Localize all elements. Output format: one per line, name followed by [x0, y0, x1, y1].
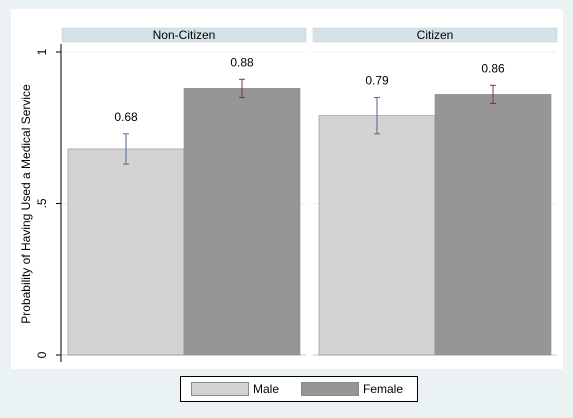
panel-citizen-bar-male	[318, 115, 436, 356]
y-tick-label: 1	[35, 48, 49, 55]
panel-noncitizen-data-label-female: 0.88	[230, 55, 254, 69]
y-tick-label: 0	[35, 351, 49, 358]
panel-noncitizen-title-strip	[61, 27, 307, 43]
y-tick-label: .5	[35, 198, 49, 208]
panel-noncitizen-bar-female	[183, 88, 301, 356]
panel-noncitizen-title: Non-Citizen	[153, 28, 216, 42]
legend: Male Female	[180, 376, 418, 402]
panel-citizen-data-label-female: 0.86	[481, 61, 505, 75]
panel-noncitizen-data-label-male: 0.68	[114, 110, 138, 124]
panel-citizen-bar-female	[434, 94, 552, 356]
panel-citizen-title: Citizen	[417, 28, 454, 42]
legend-swatch-male	[191, 382, 249, 396]
legend-label-male: Male	[253, 382, 280, 396]
legend-label-female: Female	[363, 382, 404, 396]
panel-citizen-title-strip	[312, 27, 558, 43]
y-axis-title: Probability of Having Used a Medical Ser…	[19, 84, 33, 324]
panel-citizen-data-label-male: 0.79	[365, 73, 389, 87]
panel-noncitizen-bar-male	[67, 148, 185, 356]
legend-swatch-female	[301, 382, 359, 396]
